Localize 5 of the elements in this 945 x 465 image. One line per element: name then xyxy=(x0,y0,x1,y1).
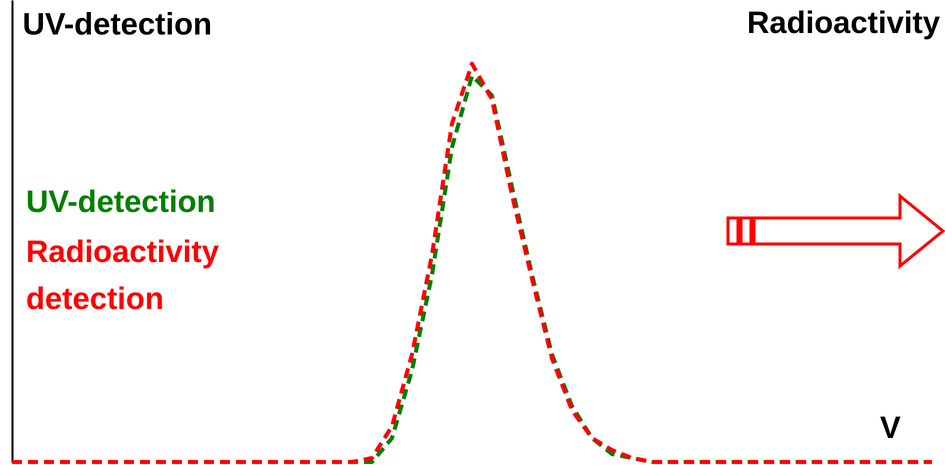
y2-axis-title: Radioactivity xyxy=(747,5,941,40)
text: Radioactivity detection xyxy=(26,234,220,316)
y-axis-title: UV-detection xyxy=(22,6,212,42)
x-axis-title: V xyxy=(880,410,901,445)
text: UV-detection xyxy=(26,184,216,219)
